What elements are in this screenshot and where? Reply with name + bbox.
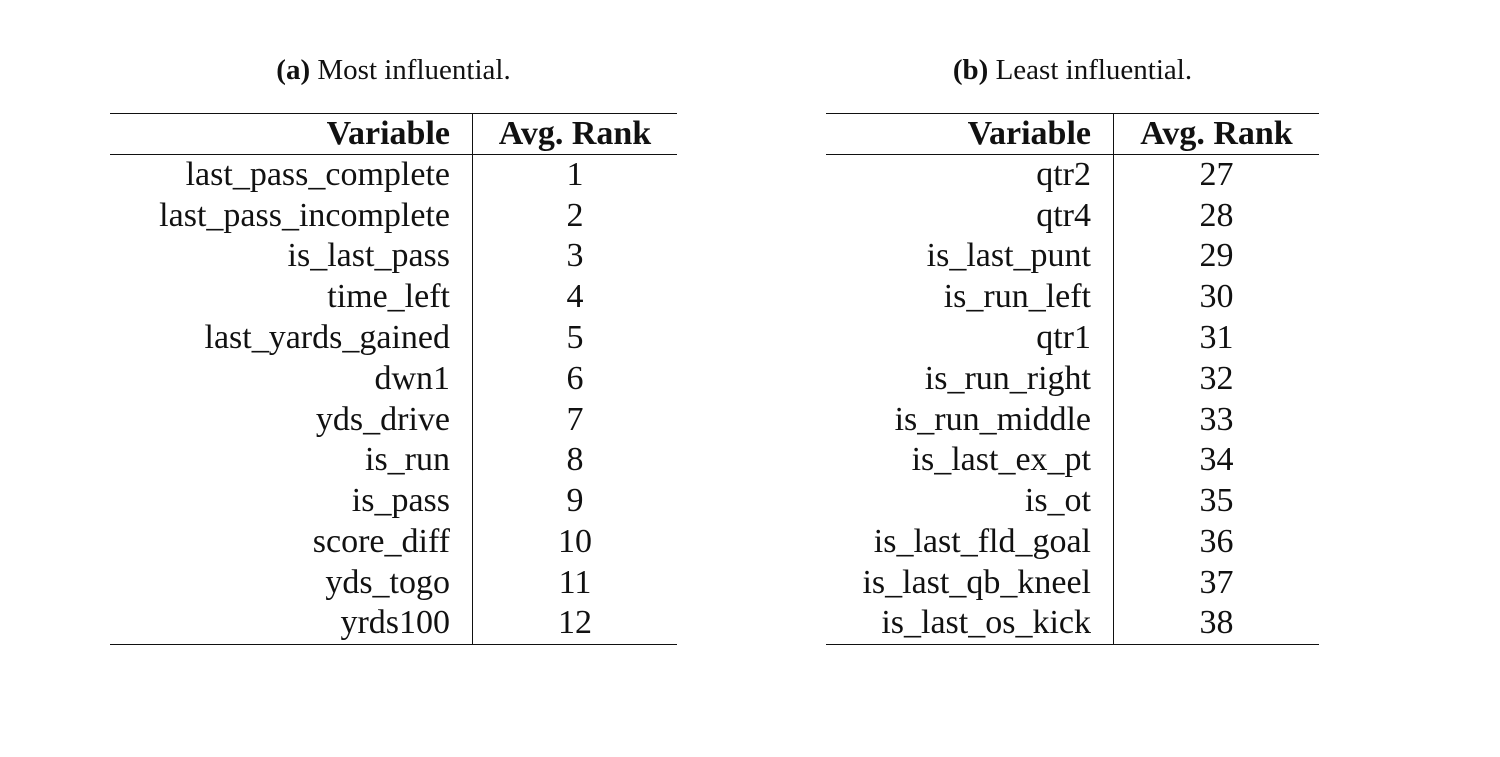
rank-cell: 27 [1199, 156, 1234, 194]
rank-cell: 12 [472, 603, 677, 645]
most-influential-table: Variable Avg. Rank last_pass_complete 1 l… [110, 113, 677, 645]
variable-header: Variable [110, 113, 473, 155]
caption-label: (a) [276, 54, 311, 86]
panel-a-caption: (a) Most influential. [110, 50, 677, 90]
variable-cell: yds_drive [110, 399, 473, 441]
variable-cell: is_last_fld_goal [826, 521, 1114, 563]
table-row: is_ot 35 [826, 480, 1319, 522]
rank-cell: 7 [566, 400, 584, 438]
table-row: is_last_punt 29 [826, 236, 1319, 277]
rank-cell: 34 [1199, 441, 1234, 479]
table-row: is_last_ex_pt 34 [826, 440, 1319, 481]
header-row: Variable Avg. Rank [826, 113, 1319, 155]
variable-cell: is_last_qb_kneel [826, 562, 1114, 604]
rank-cell: 11 [558, 563, 592, 601]
variable-cell: is_ot [826, 480, 1114, 522]
rank-cell: 37 [1199, 563, 1234, 601]
variable-cell: is_run [110, 440, 473, 481]
caption-label: (b) [952, 54, 989, 86]
table-row: last_pass_incomplete 2 [110, 195, 677, 237]
variable-cell: is_run_right [826, 358, 1114, 400]
variable-cell: time_left [110, 276, 473, 318]
table-row: score_diff 10 [110, 521, 677, 563]
rank-cell: 36 [1199, 523, 1234, 561]
table-row: yrds100 12 [110, 603, 677, 645]
variable-cell: is_pass [110, 480, 473, 522]
least-influential-table: Variable Avg. Rank qtr2 27 qtr4 28 is_last… [826, 113, 1319, 645]
rank-cell: 5 [566, 319, 584, 357]
table-row: yds_togo 11 [110, 562, 677, 604]
variable-cell: dwn1 [110, 358, 473, 400]
rank-cell: 6 [566, 359, 584, 397]
table-row: qtr2 27 [826, 154, 1319, 196]
variable-cell: qtr2 [826, 154, 1114, 196]
variable-header: Variable [826, 113, 1114, 155]
variable-cell: is_last_ex_pt [826, 440, 1114, 481]
most-influential-panel: (a) Most influential. Variable Avg. Rank… [110, 50, 677, 645]
rank-cell: 31 [1199, 319, 1234, 357]
avg-rank-header: Avg. Rank [472, 113, 677, 155]
rank-cell: 10 [558, 523, 592, 561]
least-influential-panel: (b) Least influential. Variable Avg. Ran… [826, 50, 1319, 645]
table-row: is_last_os_kick 38 [826, 603, 1319, 645]
caption-text: Most influential. [317, 54, 511, 86]
rank-cell: 32 [1199, 359, 1234, 397]
rank-cell: 33 [1199, 400, 1234, 438]
rank-cell: 28 [1199, 196, 1234, 234]
variable-cell: last_pass_complete [110, 154, 473, 196]
table-row: time_left 4 [110, 276, 677, 318]
rank-cell: 9 [566, 482, 584, 520]
variable-cell: is_run_middle [826, 399, 1114, 441]
panel-b-caption: (b) Least influential. [826, 50, 1319, 90]
table-row: dwn1 6 [110, 358, 677, 400]
table-row: last_pass_complete 1 [110, 154, 677, 196]
table-row: is_last_pass 3 [110, 236, 677, 277]
table-row: yds_drive 7 [110, 399, 677, 441]
variable-cell: yrds100 [110, 603, 473, 645]
table-row: is_last_fld_goal 36 [826, 521, 1319, 563]
caption-text: Least influential. [995, 54, 1193, 86]
variable-cell: qtr1 [826, 317, 1114, 359]
variable-cell: is_last_pass [110, 236, 473, 277]
variable-cell: is_last_os_kick [826, 603, 1114, 645]
variable-cell: last_pass_incomplete [110, 195, 473, 237]
rank-cell: 8 [566, 441, 584, 479]
rank-cell: 1 [566, 156, 584, 194]
header-row: Variable Avg. Rank [110, 113, 677, 155]
variable-cell: qtr4 [826, 195, 1114, 237]
rank-cell: 3 [566, 237, 584, 275]
rank-cell: 30 [1199, 278, 1234, 316]
table-row: last_yards_gained 5 [110, 317, 677, 359]
table-row: qtr4 28 [826, 195, 1319, 237]
rank-cell: 38 [1113, 603, 1319, 645]
avg-rank-header: Avg. Rank [1113, 113, 1319, 155]
table-row: is_last_qb_kneel 37 [826, 562, 1319, 604]
rank-cell: 35 [1199, 482, 1234, 520]
table-row: is_run 8 [110, 440, 677, 481]
variable-cell: last_yards_gained [110, 317, 473, 359]
table-row: qtr1 31 [826, 317, 1319, 359]
variable-cell: is_last_punt [826, 236, 1114, 277]
rank-cell: 29 [1199, 237, 1234, 275]
variable-cell: score_diff [110, 521, 473, 563]
table-row: is_run_middle 33 [826, 399, 1319, 441]
table-row: is_run_right 32 [826, 358, 1319, 400]
table-row: is_run_left 30 [826, 276, 1319, 318]
rank-cell: 4 [566, 278, 584, 316]
table-row: is_pass 9 [110, 480, 677, 522]
variable-cell: is_run_left [826, 276, 1114, 318]
rank-cell: 2 [566, 196, 584, 234]
variable-cell: yds_togo [110, 562, 473, 604]
